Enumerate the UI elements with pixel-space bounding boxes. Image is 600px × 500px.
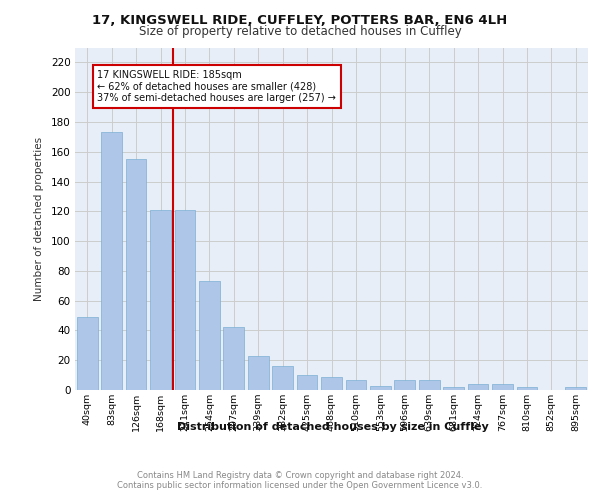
Bar xyxy=(223,328,244,390)
Bar xyxy=(101,132,122,390)
Bar xyxy=(394,380,415,390)
Text: Size of property relative to detached houses in Cuffley: Size of property relative to detached ho… xyxy=(139,25,461,38)
Bar xyxy=(517,387,538,390)
Bar xyxy=(248,356,269,390)
Bar xyxy=(199,282,220,390)
Y-axis label: Number of detached properties: Number of detached properties xyxy=(34,136,44,301)
Text: Distribution of detached houses by size in Cuffley: Distribution of detached houses by size … xyxy=(177,422,489,432)
Bar xyxy=(272,366,293,390)
Bar xyxy=(175,210,196,390)
Bar xyxy=(321,376,342,390)
Bar xyxy=(565,387,586,390)
Bar xyxy=(296,375,317,390)
Bar xyxy=(467,384,488,390)
Text: 17, KINGSWELL RIDE, CUFFLEY, POTTERS BAR, EN6 4LH: 17, KINGSWELL RIDE, CUFFLEY, POTTERS BAR… xyxy=(92,14,508,27)
Text: 17 KINGSWELL RIDE: 185sqm
← 62% of detached houses are smaller (428)
37% of semi: 17 KINGSWELL RIDE: 185sqm ← 62% of detac… xyxy=(97,70,337,103)
Bar xyxy=(419,380,440,390)
Bar xyxy=(370,386,391,390)
Bar xyxy=(492,384,513,390)
Text: Contains HM Land Registry data © Crown copyright and database right 2024.
Contai: Contains HM Land Registry data © Crown c… xyxy=(118,470,482,490)
Bar xyxy=(443,387,464,390)
Bar xyxy=(77,317,98,390)
Bar xyxy=(150,210,171,390)
Bar xyxy=(346,380,367,390)
Bar xyxy=(125,159,146,390)
